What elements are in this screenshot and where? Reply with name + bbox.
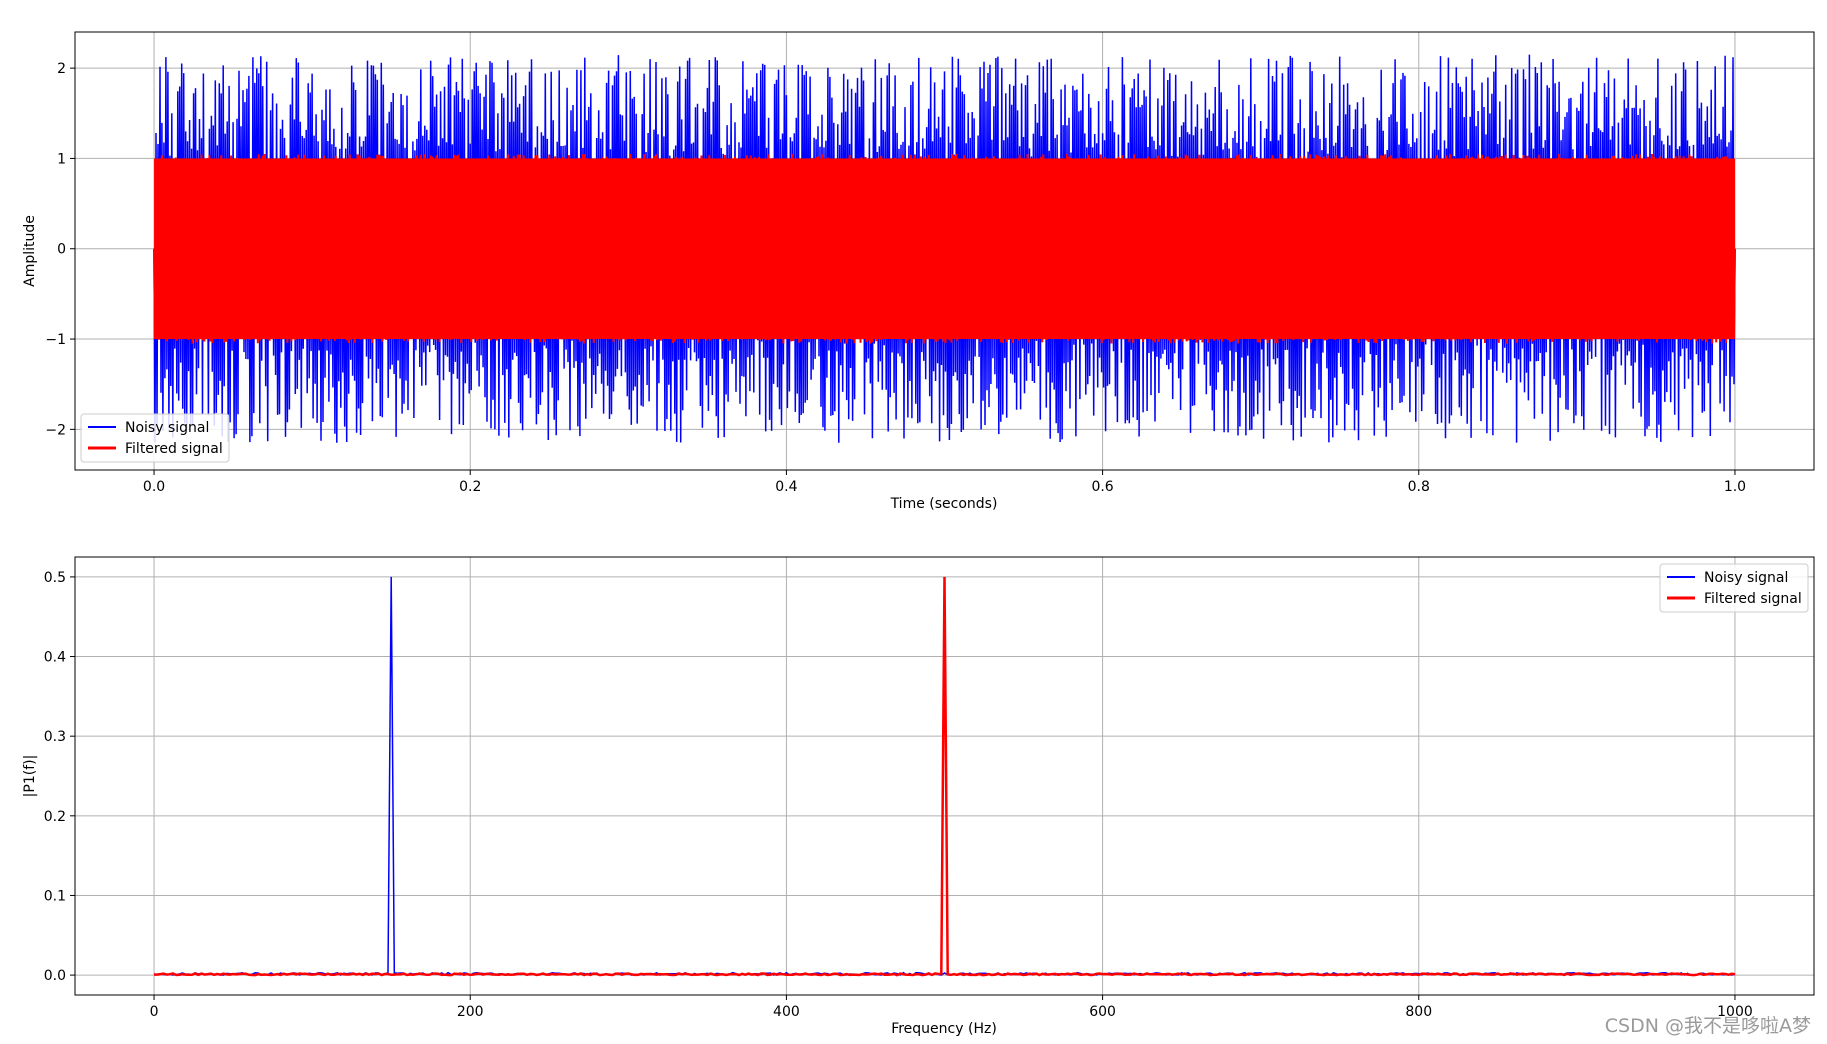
x-tick-label: 400 xyxy=(773,1004,800,1020)
x-tick-label: 0.6 xyxy=(1091,479,1113,495)
series-line-filtered xyxy=(154,576,1736,977)
legend-label-noisy: Noisy signal xyxy=(1704,570,1788,586)
y-axis-label: |P1(f)| xyxy=(22,755,38,798)
y-tick-label: 1 xyxy=(57,151,66,167)
y-tick-label: 0.3 xyxy=(44,729,66,745)
x-ticks: 0 200 400 600 800 1000 xyxy=(150,995,1753,1020)
x-tick-label: 200 xyxy=(457,1004,484,1020)
x-ticks: 0.0 0.2 0.4 0.6 0.8 1.0 xyxy=(143,470,1746,495)
y-tick-label: −1 xyxy=(45,332,66,348)
y-tick-label: 0.0 xyxy=(44,968,66,984)
series-line-filtered xyxy=(153,153,1736,344)
x-tick-label: 0.8 xyxy=(1408,479,1430,495)
legend: Noisy signal Filtered signal xyxy=(80,413,230,463)
plot-frame xyxy=(74,31,1815,471)
x-axis-label: Time (seconds) xyxy=(890,496,998,512)
y-axis-label: Amplitude xyxy=(22,215,38,287)
x-axis-label: Frequency (Hz) xyxy=(891,1021,997,1037)
y-ticks: 0.5 0.4 0.3 0.2 0.1 0.0 xyxy=(44,570,75,984)
x-tick-label: 0.2 xyxy=(459,479,481,495)
x-tick-label: 0 xyxy=(150,1004,159,1020)
legend-label-filtered: Filtered signal xyxy=(1704,591,1802,607)
y-tick-label: 0.2 xyxy=(44,809,66,825)
legend-box xyxy=(1659,563,1809,613)
legend-label-noisy: Noisy signal xyxy=(125,420,209,436)
legend: Noisy signal Filtered signal xyxy=(1659,563,1809,613)
x-tick-label: 1.0 xyxy=(1724,479,1746,495)
series-group xyxy=(153,54,1736,443)
y-tick-label: 0.1 xyxy=(44,888,66,904)
y-tick-label: 0.5 xyxy=(44,570,66,586)
y-ticks: 2 1 0 −1 −2 xyxy=(45,61,75,438)
y-tick-label: 2 xyxy=(57,61,66,77)
frequency-domain-plot: 0 200 400 600 800 1000 0.5 0.4 0.3 0.2 0.1 0.0 Fre… xyxy=(22,556,1815,1037)
legend-box xyxy=(80,413,230,463)
x-tick-label: 800 xyxy=(1405,1004,1432,1020)
plot-frame xyxy=(74,556,1815,996)
watermark: CSDN @我不是哆啦A梦 xyxy=(1604,1015,1811,1037)
x-tick-label: 1000 xyxy=(1717,1004,1753,1020)
series-group xyxy=(153,576,1736,977)
x-tick-label: 0.4 xyxy=(775,479,797,495)
time-domain-plot: 0.0 0.2 0.4 0.6 0.8 1.0 2 1 0 −1 −2 Time (seconds… xyxy=(22,31,1815,512)
x-tick-label: 600 xyxy=(1089,1004,1116,1020)
y-tick-label: 0 xyxy=(57,242,66,258)
x-tick-label: 0.0 xyxy=(143,479,165,495)
y-tick-label: 0.4 xyxy=(44,650,66,666)
y-tick-label: −2 xyxy=(45,422,66,438)
legend-label-filtered: Filtered signal xyxy=(125,441,223,457)
